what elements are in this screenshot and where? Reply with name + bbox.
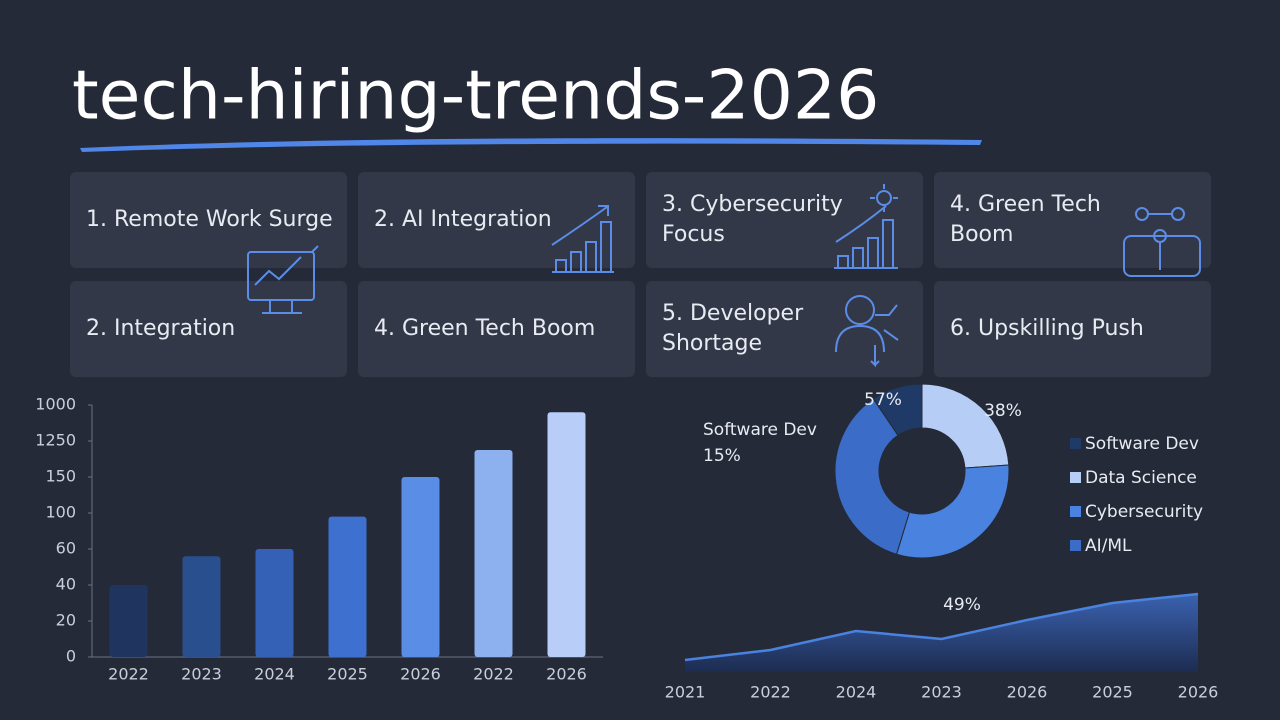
x-tick-label: 2022 [750,683,791,702]
x-tick-label: 2026 [546,665,587,684]
card [358,172,635,268]
icon-box [1123,235,1201,277]
legend-label: Data Science [1085,468,1197,488]
x-tick-label: 2024 [836,683,877,702]
legend-label: AI/ML [1085,536,1132,556]
data-label: 57% [864,390,902,410]
x-tick-label: 2023 [181,665,222,684]
card-text: 6. Upskilling Push [950,316,1144,341]
x-tick-label: 2024 [254,665,295,684]
icon-sun-rays [870,184,898,212]
card-text: Shortage [662,331,762,356]
donut-segment [872,383,923,437]
data-label: 49% [943,595,981,615]
card [70,172,347,268]
icon-monitor-lines [254,245,319,314]
donut-segment [834,398,911,555]
card-text: 2. Integration [86,316,235,341]
x-tick-label: 2021 [665,683,706,702]
card-text: 3. Cybersecurity [662,192,843,217]
y-tick-label: 100 [45,503,76,522]
card-text: 4. Green Tech [950,192,1101,217]
card [70,281,347,377]
title: tech-hiring-trends-2026 [72,57,879,136]
y-tick-label: 1250 [35,431,76,450]
legend-swatch [1070,540,1081,551]
card [358,281,635,377]
card [934,281,1211,377]
y-tick-label: 40 [56,575,76,594]
legend-label: Software Dev [1085,434,1199,454]
card [934,172,1211,268]
bar [182,556,221,657]
x-tick-label: 2022 [108,665,149,684]
bar [109,585,148,657]
card [646,172,923,268]
y-tick-label: 150 [45,467,76,486]
bar [255,549,294,657]
charts: 0 20 40 60 100 150 1250 1000 2022 2023 2024 2025 202… [35,383,1219,702]
card [646,281,923,377]
x-tick-label: 2025 [1092,683,1133,702]
legend-label: Cybersecurity [1085,502,1203,522]
legend-swatch [1070,438,1081,449]
x-tick-label: 2026 [1178,683,1219,702]
data-label: 15% [703,446,741,466]
legend-swatch [1070,472,1081,483]
x-tick-label: 2026 [1007,683,1048,702]
y-tick-label: 0 [66,647,76,666]
card-text: 2. AI Integration [374,207,552,232]
icon-sun [876,190,892,206]
x-tick-label: 2022 [473,665,514,684]
y-tick-label: 60 [56,539,76,558]
card-text: Focus [662,222,725,247]
icon-person-links [835,304,899,368]
card-text: 1. Remote Work Surge [86,207,333,232]
area-line [684,592,1199,662]
area-fill [685,594,1198,672]
title-underline [80,138,982,152]
y-tick-label: 20 [56,611,76,630]
icon-person [845,295,875,325]
bar [401,477,440,657]
data-label-name: Software Dev [703,420,817,440]
icons [247,184,1201,368]
icon-links [1148,213,1172,270]
legend-swatch [1070,506,1081,517]
card-text: 4. Green Tech Boom [374,316,595,341]
donut-segment [895,464,1010,559]
x-tick-label: 2026 [400,665,441,684]
data-label: 38% [984,401,1022,421]
cards: 1. Remote Work Surge 2. AI Integration 3. … [70,172,1211,377]
card-text: 5. Developer [662,301,804,326]
card-text: Boom [950,222,1013,247]
icon-growth [551,205,614,273]
donut-segment [921,383,1010,469]
icon-monitor [247,251,315,301]
bar [547,412,586,657]
y-tick-label: 1000 [35,395,76,414]
icon-growth-2 [834,205,898,269]
bar [474,450,513,657]
bar [328,516,367,657]
x-tick-label: 2025 [327,665,368,684]
x-tick-label: 2023 [921,683,962,702]
